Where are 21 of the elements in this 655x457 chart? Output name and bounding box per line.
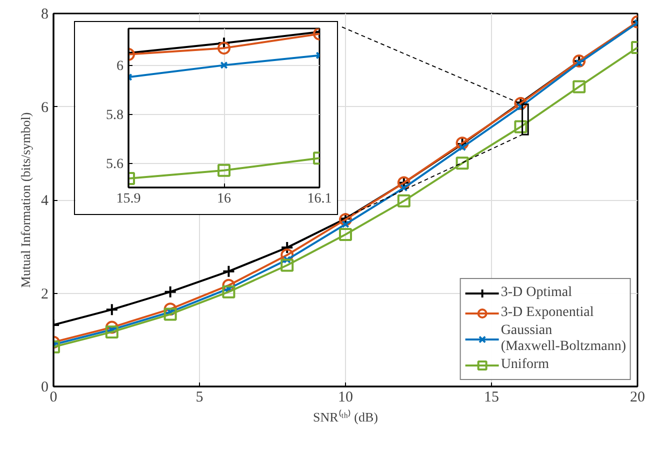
y-tick-label: 2 <box>41 286 48 302</box>
legend-label: 3-D Optimal <box>500 285 572 301</box>
y-tick-label: 4 <box>41 193 49 209</box>
legend-label: Uniform <box>500 357 550 373</box>
x-tick-label: 5 <box>196 390 204 406</box>
x-tick-label: 15.9 <box>116 192 141 206</box>
x-tick-label: 16.1 <box>307 192 332 206</box>
x-axis-title: SNR⁽ᵗʰ⁾ (dB) <box>312 410 378 424</box>
legend-label: Gaussian (Maxwell-Boltzmann) <box>500 323 626 355</box>
y-tick-label: 0 <box>41 380 48 396</box>
x-tick-label: 10 <box>338 390 353 406</box>
y-tick-label: 8 <box>41 6 48 22</box>
x-tick-label: 20 <box>630 390 645 406</box>
x-tick-label: 16 <box>217 192 231 206</box>
y-axis-title: Mutual Information (bits/symbol) <box>18 112 33 288</box>
y-tick-label: 6 <box>41 100 49 116</box>
y-tick-label: 5.8 <box>106 108 124 124</box>
y-tick-label: 6 <box>116 59 124 74</box>
legend-label: 3-D Exponential <box>500 305 594 321</box>
x-tick-label: 15 <box>484 390 499 406</box>
y-tick-label: 5.6 <box>106 157 124 172</box>
